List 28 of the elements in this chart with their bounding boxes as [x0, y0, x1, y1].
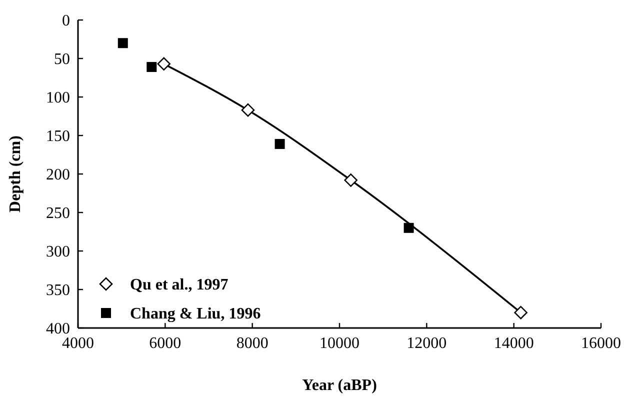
x-tick-label: 4000 [62, 335, 94, 352]
x-tick-label: 14000 [494, 335, 534, 352]
x-tick-label: 8000 [236, 335, 268, 352]
point [241, 103, 255, 117]
legend-label: Chang & Liu, 1996 [130, 306, 261, 323]
point [118, 38, 128, 48]
point [274, 138, 285, 149]
y-tick-label: 150 [46, 128, 70, 146]
y-tick-label: 350 [46, 282, 70, 300]
point [157, 57, 171, 71]
y-tick-label: 0 [62, 12, 70, 30]
y-axis-title: Depth (cm) [7, 136, 24, 212]
x-tick-label: 6000 [149, 335, 182, 352]
point [404, 222, 414, 233]
point [344, 174, 358, 187]
y-tick-label: 250 [46, 205, 70, 222]
x-tick-label: 12000 [406, 335, 447, 352]
legend-label: Qu et al., 1997 [130, 276, 228, 294]
y-tick-label: 400 [46, 320, 70, 338]
x-axis-title: Year (aBP) [302, 377, 377, 394]
y-tick-label: 100 [46, 90, 70, 107]
x-tick-label: 10000 [320, 335, 360, 352]
x-tick-label: 16000 [581, 335, 621, 352]
y-tick-label: 200 [46, 166, 70, 184]
y-tick-label: 300 [46, 244, 70, 261]
point [146, 62, 157, 72]
y-tick-label: 50 [54, 51, 70, 68]
point [514, 306, 528, 320]
